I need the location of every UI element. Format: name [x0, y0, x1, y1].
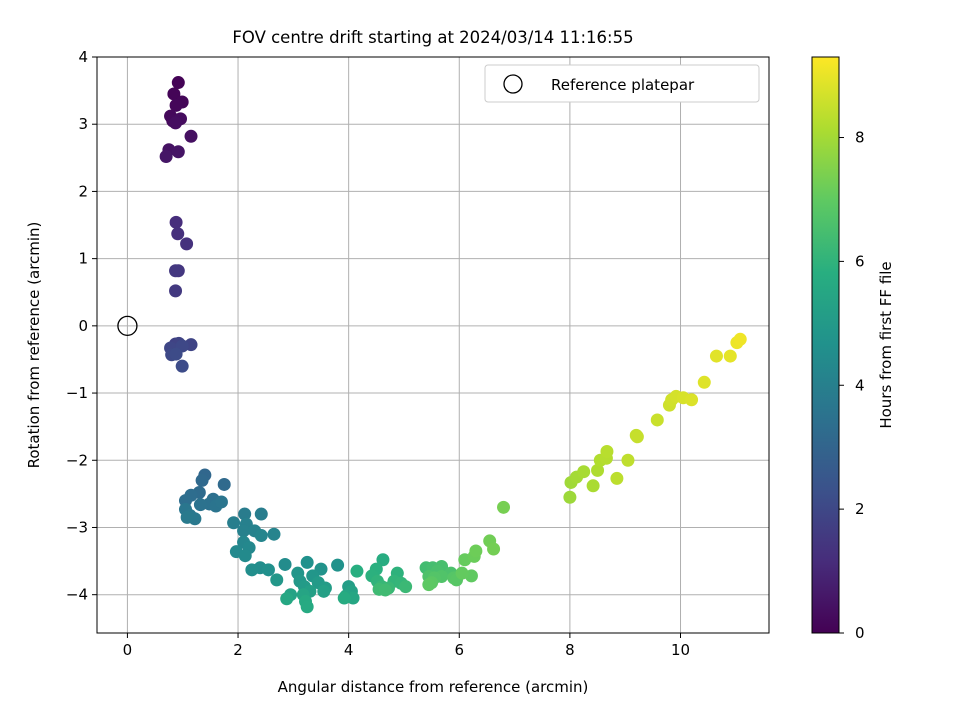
data-point — [399, 580, 413, 594]
data-point — [331, 558, 345, 572]
x-axis-ticks: 0 2 4 6 8 10 — [123, 633, 690, 659]
data-point — [169, 98, 183, 112]
data-point — [350, 564, 364, 578]
x-tick-label: 6 — [454, 641, 464, 659]
data-point — [180, 237, 194, 251]
data-point — [245, 563, 259, 577]
data-point — [337, 591, 351, 605]
y-axis-ticks: −4 −3 −2 −1 0 1 2 3 4 — [66, 48, 97, 604]
data-point — [733, 332, 747, 346]
data-point — [169, 264, 183, 278]
data-point — [280, 592, 294, 606]
data-point — [610, 471, 624, 485]
y-axis-label: Rotation from reference (arcmin) — [25, 222, 43, 469]
data-point — [167, 87, 181, 101]
data-point — [300, 600, 314, 614]
data-point — [175, 359, 189, 373]
y-tick-label: 4 — [78, 48, 88, 66]
x-axis-label: Angular distance from reference (arcmin) — [278, 678, 589, 696]
plot-frame — [96, 56, 770, 634]
data-point — [630, 430, 644, 444]
data-point — [563, 490, 577, 504]
x-tick-label: 2 — [233, 641, 243, 659]
data-point — [214, 495, 228, 509]
data-point — [317, 584, 331, 598]
data-point — [193, 498, 207, 512]
colorbar-tick-label: 4 — [855, 376, 865, 394]
data-point — [278, 557, 292, 571]
colorbar-tick-label: 8 — [855, 129, 865, 147]
chart-title: FOV centre drift starting at 2024/03/14 … — [232, 28, 633, 47]
data-point — [169, 116, 183, 130]
data-point — [709, 349, 723, 363]
x-tick-label: 10 — [671, 641, 690, 659]
data-point — [169, 284, 183, 298]
colorbar-label: Hours from first FF file — [877, 261, 895, 428]
y-tick-label: −1 — [66, 384, 88, 402]
colorbar-tick-label: 0 — [855, 624, 865, 642]
data-point — [591, 463, 605, 477]
data-point — [217, 477, 231, 491]
data-point — [159, 149, 173, 163]
colorbar-tick-label: 6 — [855, 252, 865, 270]
data-point — [621, 453, 635, 467]
data-point — [254, 507, 268, 521]
data-point — [254, 529, 268, 543]
colorbar-gradient — [811, 56, 840, 634]
data-point — [376, 553, 390, 567]
colorbar-tick-label: 2 — [855, 500, 865, 518]
data-point — [469, 544, 483, 558]
colorbar: 0 2 4 6 8 Hours from first FF file — [811, 56, 895, 642]
data-point — [169, 347, 183, 361]
legend-entry-reference: Reference platepar — [551, 76, 695, 94]
data-point — [270, 573, 284, 587]
data-point — [267, 527, 281, 541]
data-point — [685, 393, 699, 407]
data-point — [169, 215, 183, 229]
data-point — [184, 129, 198, 143]
data-point — [697, 375, 711, 389]
reference-marker-layer — [117, 315, 138, 336]
grid — [97, 56, 769, 633]
data-point — [195, 473, 209, 487]
data-point — [577, 465, 591, 479]
legend: Reference platepar — [484, 64, 760, 103]
data-point — [171, 76, 185, 90]
data-point — [171, 145, 185, 159]
data-point — [180, 510, 194, 524]
colorbar-ticks: 0 2 4 6 8 — [839, 129, 865, 642]
x-tick-label: 4 — [344, 641, 354, 659]
y-tick-label: 1 — [78, 250, 88, 268]
y-tick-label: 2 — [78, 182, 88, 200]
data-point — [238, 549, 252, 563]
y-tick-label: 0 — [78, 317, 88, 335]
legend-reference-marker — [503, 74, 523, 94]
reference-platepar-marker — [117, 315, 138, 336]
data-point — [261, 563, 275, 577]
x-tick-label: 8 — [565, 641, 575, 659]
data-point — [723, 349, 737, 363]
legend-box — [484, 64, 760, 103]
data-point — [600, 445, 614, 459]
data-point — [487, 542, 501, 556]
data-point — [378, 583, 392, 597]
y-tick-label: −3 — [66, 518, 88, 536]
y-tick-label: 3 — [78, 115, 88, 133]
data-point — [586, 479, 600, 493]
data-point — [238, 507, 252, 521]
y-tick-label: −2 — [66, 451, 88, 469]
data-point — [422, 578, 436, 592]
data-point — [455, 566, 469, 580]
y-tick-label: −4 — [66, 586, 88, 604]
data-point — [237, 524, 251, 538]
data-points — [159, 76, 747, 614]
x-tick-label: 0 — [123, 641, 133, 659]
data-point — [497, 500, 511, 514]
data-point — [171, 227, 185, 241]
data-point — [227, 516, 241, 530]
data-point — [300, 555, 314, 569]
data-point — [650, 413, 664, 427]
